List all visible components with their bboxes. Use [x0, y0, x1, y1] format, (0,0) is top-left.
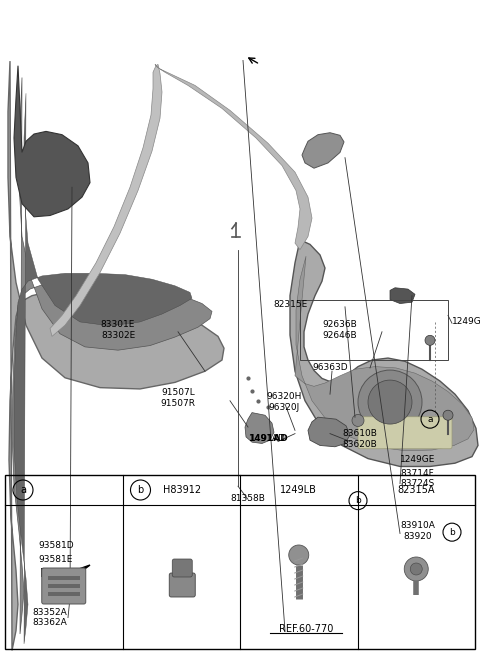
Polygon shape: [12, 78, 212, 634]
Text: 83301E
83302E: 83301E 83302E: [101, 320, 135, 340]
Polygon shape: [390, 288, 415, 304]
Circle shape: [368, 380, 412, 424]
Text: 81358B: 81358B: [230, 493, 265, 503]
FancyBboxPatch shape: [358, 417, 452, 449]
Text: H83912: H83912: [163, 485, 201, 495]
Text: 92636B
92646B: 92636B 92646B: [323, 320, 358, 340]
Text: b: b: [449, 528, 455, 537]
Text: 83714F
83724S: 83714F 83724S: [400, 468, 434, 488]
Circle shape: [358, 370, 422, 434]
Text: 91507L
91507R: 91507L 91507R: [160, 388, 195, 408]
Bar: [48, 576, 80, 580]
Text: 1249LB: 1249LB: [280, 485, 317, 495]
Text: 93581D: 93581D: [38, 541, 73, 549]
Text: 93581E: 93581E: [38, 555, 73, 564]
Text: 83910A
83920: 83910A 83920: [400, 521, 435, 541]
Polygon shape: [50, 64, 162, 336]
Text: REF.60-770: REF.60-770: [279, 624, 333, 635]
Polygon shape: [245, 413, 274, 443]
Text: 83610B
83620B: 83610B 83620B: [343, 429, 377, 449]
Circle shape: [425, 335, 435, 346]
Circle shape: [352, 415, 364, 426]
Text: 96320H
96320J: 96320H 96320J: [266, 392, 302, 412]
Text: 96363D: 96363D: [312, 363, 348, 373]
Text: 1491AD: 1491AD: [250, 434, 286, 443]
Circle shape: [443, 410, 453, 420]
Polygon shape: [295, 256, 474, 451]
Bar: [5, 475, 475, 649]
Circle shape: [404, 557, 428, 581]
Polygon shape: [308, 417, 350, 447]
FancyBboxPatch shape: [42, 568, 86, 604]
Text: a: a: [427, 415, 433, 424]
Bar: [48, 584, 80, 588]
FancyBboxPatch shape: [169, 573, 195, 597]
Circle shape: [289, 545, 309, 565]
Text: 83352A
83362A: 83352A 83362A: [33, 608, 67, 627]
Polygon shape: [302, 133, 344, 168]
Text: b: b: [355, 496, 361, 505]
Text: a: a: [20, 485, 26, 495]
Text: 1491AD: 1491AD: [248, 434, 288, 443]
Text: 82315A: 82315A: [397, 485, 435, 495]
Polygon shape: [290, 240, 478, 466]
Text: 1249GE: 1249GE: [452, 317, 480, 327]
FancyBboxPatch shape: [172, 559, 192, 577]
Polygon shape: [155, 64, 312, 250]
Polygon shape: [68, 565, 90, 576]
Polygon shape: [14, 93, 192, 644]
Bar: [48, 592, 80, 596]
Text: FR.: FR.: [40, 567, 63, 580]
Polygon shape: [8, 61, 224, 650]
Bar: [300, 300, 448, 360]
Text: 1249GE: 1249GE: [400, 455, 435, 464]
Text: 82315E: 82315E: [273, 300, 307, 309]
Circle shape: [410, 563, 422, 575]
Polygon shape: [14, 66, 90, 217]
Text: b: b: [137, 485, 144, 495]
